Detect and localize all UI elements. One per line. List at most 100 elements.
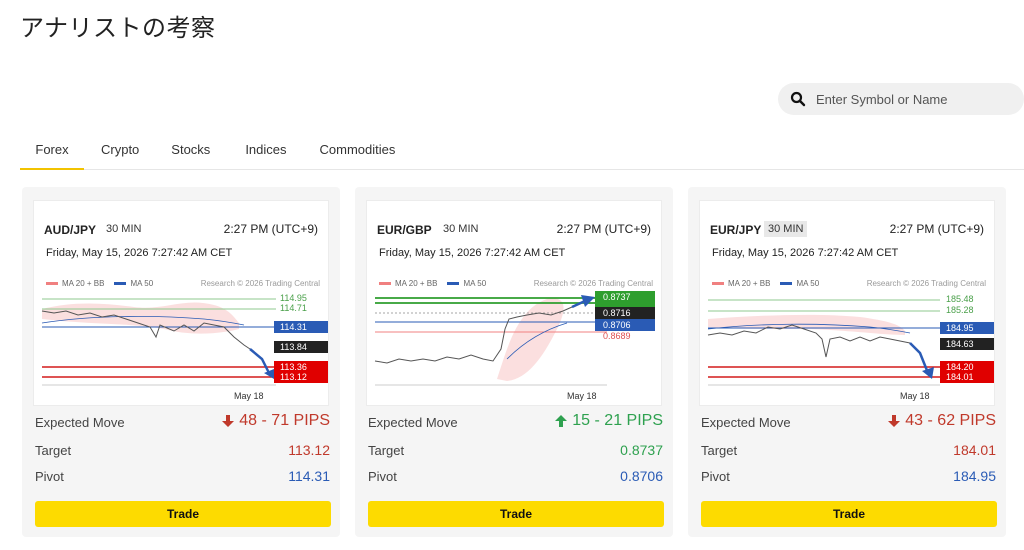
search-icon [790, 91, 806, 107]
expected-move-value: 43 - 62 PIPS [887, 412, 996, 430]
target-value: 0.8737 [620, 442, 663, 458]
level-label: 114.95 [280, 293, 307, 303]
level-label: 113.12 [280, 372, 307, 382]
research-credit: Research © 2026 Trading Central [533, 279, 653, 288]
ma50-swatch [447, 282, 460, 285]
timeframe-badge[interactable]: 30 MIN [443, 223, 479, 235]
symbol-label: EUR/GBP [377, 223, 432, 237]
timeframe-badge[interactable]: 30 MIN [106, 223, 142, 235]
target-tag [595, 291, 655, 307]
tab-commodities[interactable]: Commodities [319, 142, 396, 157]
symbol-label: AUD/JPY [44, 223, 97, 237]
ma50-line [41, 315, 245, 326]
pivot-label: Pivot [701, 469, 730, 484]
last-price-tag [595, 307, 655, 319]
tab-crypto[interactable]: Crypto [101, 142, 140, 157]
x-tick-label: May 18 [900, 391, 930, 401]
level-label: 0.8737 [603, 292, 631, 302]
target-label: Target [35, 443, 72, 458]
ma50-swatch [114, 282, 127, 285]
chart-legend: MA 20 + BB MA 50 [379, 279, 486, 288]
price-chart: 0.8737 0.8716 0.8706 0.8689 May 18 [374, 291, 655, 401]
x-tick-label: May 18 [567, 391, 597, 401]
level-label: 0.8706 [603, 320, 631, 330]
ma50-swatch [780, 282, 793, 285]
last-price-tag [274, 341, 328, 353]
level-label: 184.01 [946, 372, 974, 382]
forecast-arrow [249, 348, 272, 376]
level-tag [276, 293, 328, 303]
target-value: 184.01 [953, 442, 996, 458]
trade-button[interactable]: Trade [35, 501, 331, 527]
local-time: 2:27 PM (UTC+9) [889, 222, 984, 236]
expected-move-text: 48 - 71 PIPS [239, 412, 330, 429]
bollinger-band [708, 314, 905, 335]
arrow-down-icon [888, 415, 901, 427]
target-label: Target [368, 443, 405, 458]
local-time: 2:27 PM (UTC+9) [223, 222, 318, 236]
expected-move-text: 43 - 62 PIPS [905, 412, 996, 429]
target-value: 113.12 [288, 442, 330, 458]
analysis-card-eurgbp: EUR/GBP 30 MIN 2:27 PM (UTC+9) Friday, M… [355, 187, 673, 537]
price-chart: 114.95 114.71 114.31 113.84 113.36 113.1… [41, 293, 328, 401]
level-label: 0.8716 [603, 308, 631, 318]
search-box[interactable] [778, 83, 1024, 115]
level-label: 0.8689 [603, 331, 631, 341]
price-line [41, 310, 251, 350]
research-credit: Research © 2026 Trading Central [200, 279, 320, 288]
tab-forex[interactable]: Forex [20, 136, 84, 170]
tab-stocks[interactable]: Stocks [171, 142, 211, 157]
trade-button[interactable]: Trade [701, 501, 997, 527]
expected-move-label: Expected Move [35, 415, 125, 430]
pivot-tag [940, 322, 994, 334]
search-input[interactable] [816, 91, 1006, 107]
legend-ma20: MA 20 + BB [728, 279, 771, 288]
target-tag [940, 361, 994, 383]
forecast-arrow [571, 299, 586, 309]
ma50-line [707, 323, 911, 334]
arrow-up-icon [555, 415, 568, 427]
bollinger-band [42, 302, 239, 334]
legend-ma50: MA 50 [796, 279, 820, 288]
trade-button[interactable]: Trade [368, 501, 664, 527]
forecast-arrowhead [264, 369, 274, 379]
analysis-card-eurjpy: EUR/JPY 30 MIN 2:27 PM (UTC+9) Friday, M… [688, 187, 1006, 537]
legend-ma50: MA 50 [463, 279, 487, 288]
level-label: 114.71 [280, 303, 307, 313]
level-label: 184.63 [946, 339, 974, 349]
last-price-tag [940, 338, 994, 350]
expected-move-label: Expected Move [368, 415, 458, 430]
chart-date: Friday, May 15, 2026 7:27:42 AM CET [379, 247, 566, 259]
legend-ma20: MA 20 + BB [62, 279, 105, 288]
level-label: 114.31 [280, 322, 307, 332]
forecast-arrowhead [922, 367, 934, 379]
expected-move-text: 15 - 21 PIPS [572, 412, 663, 429]
market-tabs: Forex Crypto Stocks Indices Commodities [20, 136, 1024, 170]
pivot-tag [274, 321, 328, 333]
ma20-swatch [379, 282, 391, 285]
chart-panel: EUR/GBP 30 MIN 2:27 PM (UTC+9) Friday, M… [366, 200, 662, 406]
pivot-value: 114.31 [288, 468, 330, 484]
tab-indices[interactable]: Indices [245, 142, 287, 157]
pivot-value: 184.95 [953, 468, 996, 484]
expected-move-label: Expected Move [701, 415, 791, 430]
chart-date: Friday, May 15, 2026 7:27:42 AM CET [46, 247, 233, 259]
pivot-tag [595, 319, 655, 331]
price-chart: 185.48 185.28 184.95 184.63 184.20 184.0… [707, 294, 994, 401]
level-label: 185.48 [946, 294, 974, 304]
chart-panel: AUD/JPY 30 MIN 2:27 PM (UTC+9) Friday, M… [33, 200, 329, 406]
expected-move-value: 48 - 71 PIPS [221, 412, 330, 430]
ma50-line [506, 322, 568, 360]
pivot-label: Pivot [35, 469, 64, 484]
level-label: 113.36 [280, 362, 307, 372]
target-label: Target [701, 443, 738, 458]
price-line [374, 306, 573, 364]
level-label: 184.95 [946, 323, 974, 333]
legend-ma50: MA 50 [130, 279, 154, 288]
chart-legend: MA 20 + BB MA 50 [712, 279, 819, 288]
ma20-swatch [46, 282, 58, 285]
forecast-arrow [909, 342, 930, 374]
page-title: アナリストの考察 [20, 14, 216, 42]
timeframe-badge[interactable]: 30 MIN [764, 221, 808, 237]
level-label: 185.28 [946, 305, 974, 315]
